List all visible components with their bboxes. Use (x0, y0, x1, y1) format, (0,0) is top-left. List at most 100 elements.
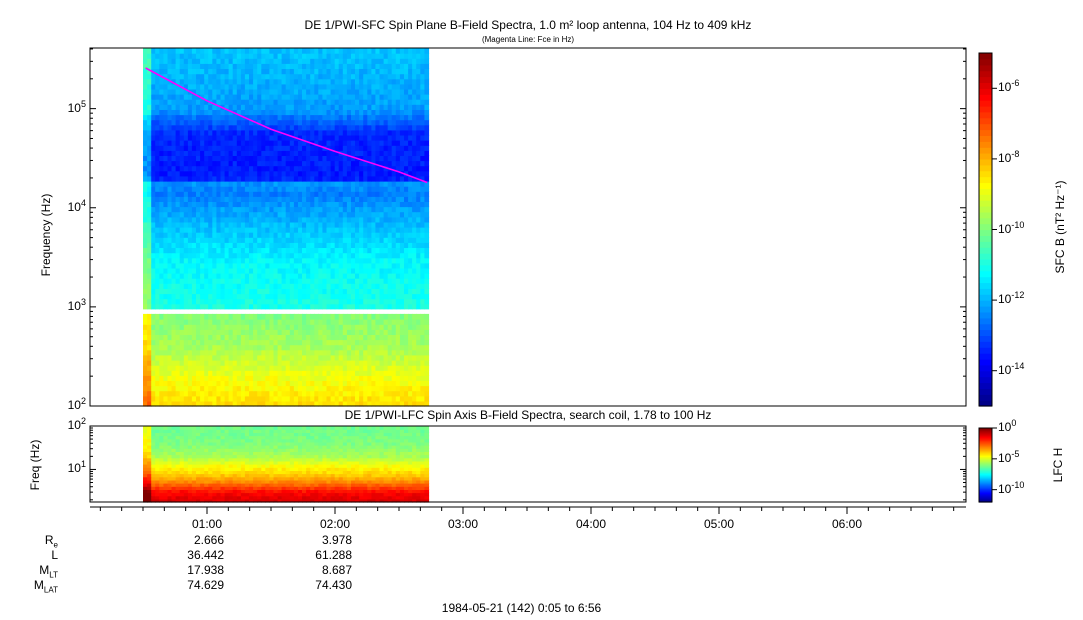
spectrogram-cell (351, 114, 356, 121)
spectrogram-cell (334, 365, 340, 371)
spectrogram-cell (404, 94, 409, 100)
spectrogram-cell (322, 201, 328, 208)
spectrogram-cell (420, 278, 425, 284)
spectrogram-cell (399, 227, 405, 233)
spectrogram-cell (379, 109, 385, 116)
spectrogram-cell (183, 181, 189, 187)
spectrogram-cell (359, 94, 364, 100)
spectrogram-cell (306, 109, 311, 116)
spectrogram-cell (395, 78, 401, 85)
spectrogram-cell (318, 48, 323, 54)
spectrogram-cell (204, 385, 209, 392)
spectrogram-cell (240, 400, 246, 407)
spectrogram-cell (277, 375, 283, 381)
spectrogram-cell (412, 344, 417, 351)
spectrogram-cell (212, 354, 217, 361)
spectrogram-cell (379, 349, 385, 356)
spectrogram-cell (273, 395, 279, 402)
spectrogram-cell (265, 360, 270, 366)
spectrogram-cell (151, 58, 156, 64)
spectrogram-cell (277, 58, 283, 64)
spectrogram-cell (212, 99, 217, 105)
spectrogram-cell (240, 165, 246, 172)
spectrogram-cell (302, 140, 307, 146)
spectrogram-cell (371, 114, 377, 121)
spectrogram-cell (342, 206, 348, 213)
spectrogram-cell (346, 114, 352, 121)
spectrogram-cell (355, 283, 360, 289)
spectrogram-cell (244, 155, 250, 162)
spectrogram-cell (334, 395, 340, 402)
spectrogram-cell (334, 134, 340, 141)
spectrogram-cell (151, 165, 156, 172)
spectrogram-cell (383, 109, 389, 116)
spectrogram-cell (249, 354, 254, 361)
spectrogram-cell (191, 196, 197, 202)
spectrogram-cell (212, 319, 217, 325)
spectrogram-cell (159, 186, 164, 192)
spectrogram-cell (273, 201, 279, 208)
colorbar-swatch (979, 335, 992, 342)
spectrogram-cell (155, 94, 160, 100)
spectrogram-cell (371, 370, 377, 376)
spectrogram-cell (306, 375, 311, 381)
spectrogram-cell (355, 227, 360, 233)
spectrogram-cell (310, 267, 315, 274)
spectrogram-cell (391, 267, 397, 274)
spectrogram-cell (399, 109, 405, 116)
spectrogram-cell (253, 73, 258, 80)
spectrogram-cell (326, 232, 332, 238)
spectrogram-cell (285, 257, 291, 264)
spectrogram-cell (424, 48, 430, 54)
spectrogram-cell (395, 242, 401, 248)
spectrogram-cell (408, 293, 413, 300)
spectrogram-cell (277, 78, 283, 85)
spectrogram-cell (187, 365, 193, 371)
spectrogram-cell (346, 242, 352, 248)
spectrogram-cell (151, 216, 156, 223)
spectrogram-cell (412, 349, 417, 356)
spectrogram-cell (302, 53, 307, 59)
spectrogram-cell (318, 262, 323, 269)
spectrogram-cell (200, 267, 205, 274)
spectrogram-cell (371, 247, 377, 254)
spectrogram-cell (269, 104, 275, 110)
spectrogram-cell (236, 293, 242, 300)
spectrogram-cell (240, 221, 246, 228)
spectrogram-cell (367, 206, 372, 213)
spectrogram-cell (253, 160, 258, 167)
spectrogram-cell (404, 155, 409, 162)
spectrogram-cell (269, 145, 275, 151)
spectrogram-cell (208, 211, 213, 218)
spectrogram-cell (196, 114, 201, 121)
spectrogram-cell (196, 273, 201, 279)
spectrogram-cell (314, 380, 319, 387)
spectrogram-cell (147, 160, 152, 167)
spectrogram-cell (208, 201, 213, 208)
spectrogram-cell (399, 150, 405, 156)
spectrogram-cell (383, 99, 389, 105)
spectrogram-cell (334, 344, 340, 351)
spectrogram-cell (326, 329, 332, 335)
spectrogram-cell (351, 53, 356, 59)
spectrogram-cell (375, 360, 381, 366)
colorbar-swatch (979, 288, 992, 295)
spectrogram-cell (163, 196, 169, 202)
spectrogram-cell (355, 140, 360, 146)
spectrogram-cell (420, 227, 425, 233)
spectrogram-cell (159, 201, 164, 208)
spectrogram-cell (200, 257, 205, 264)
spectrogram-cell (416, 324, 421, 330)
spectrogram-cell (220, 114, 226, 121)
spectrogram-cell (200, 68, 205, 75)
spectrogram-cell (371, 191, 377, 197)
spectrogram-cell (265, 73, 270, 80)
spectrogram-cell (363, 150, 368, 156)
spectrogram-cell (196, 344, 201, 351)
spectrogram-cell (265, 375, 270, 381)
spectrogram-cell (404, 191, 409, 197)
spectrogram-cell (175, 88, 181, 95)
spectrogram-cell (261, 119, 266, 126)
spectrogram-cell (293, 262, 299, 269)
spectrogram-cell (187, 186, 193, 192)
